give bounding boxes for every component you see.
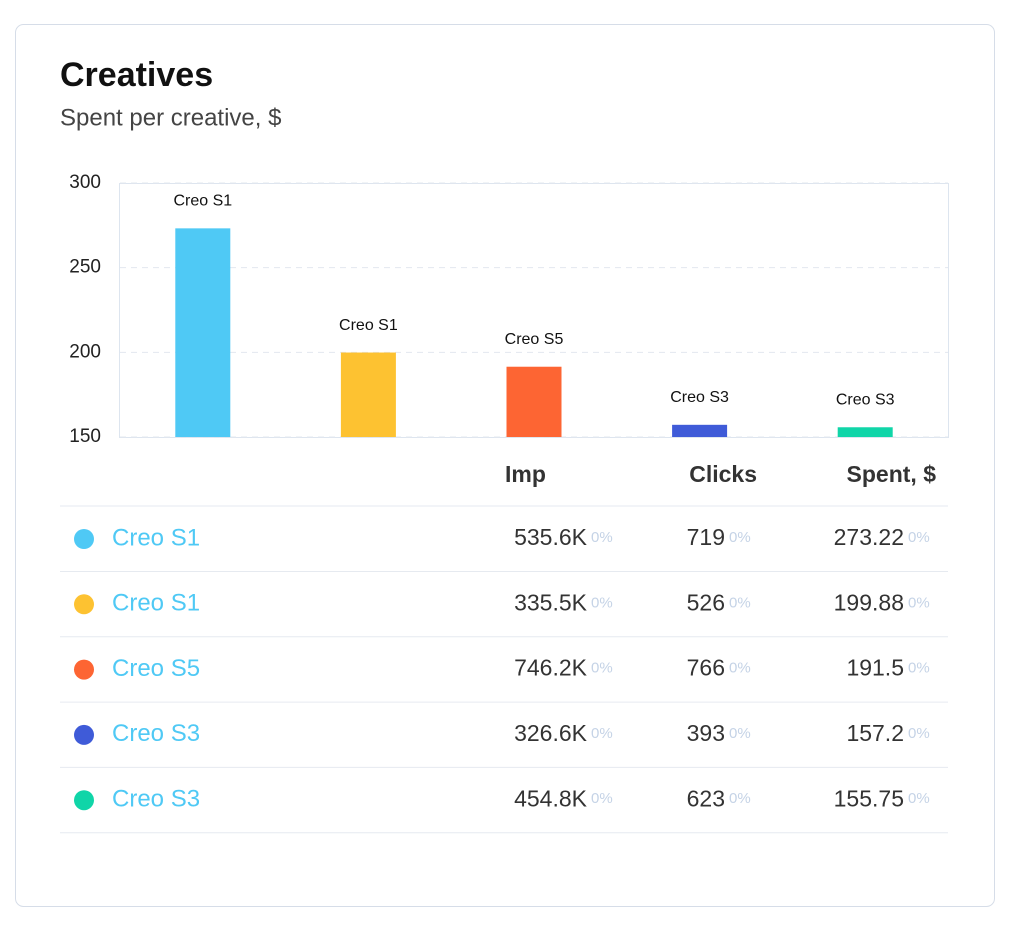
creative-name: Creo S1: [112, 524, 200, 551]
creative-name: Creo S3: [112, 720, 200, 747]
metric-value: 157.2: [846, 720, 904, 746]
metric-value: 393: [687, 720, 725, 746]
y-tick-label: 200: [69, 341, 101, 362]
metric-value: 526: [687, 589, 725, 615]
bar-label: Creo S1: [339, 317, 398, 334]
metric-change: 0%: [591, 529, 613, 546]
bar: [175, 228, 231, 437]
metric-value: 623: [687, 785, 725, 811]
column-header: Clicks: [689, 461, 757, 487]
y-tick-label: 150: [69, 426, 101, 447]
metric-change: 0%: [591, 660, 613, 677]
metric-value: 454.8K: [514, 785, 588, 811]
metric-change: 0%: [908, 660, 930, 677]
bar: [506, 366, 562, 437]
plot-frame: [119, 183, 949, 438]
metric-change: 0%: [729, 725, 751, 742]
bar-label: Creo S3: [836, 391, 895, 408]
metric-value: 535.6K: [514, 524, 588, 550]
column-header: Spent, $: [847, 461, 937, 487]
metric-value: 155.75: [834, 785, 904, 811]
metric-change: 0%: [591, 725, 613, 742]
metric-value: 199.88: [834, 589, 904, 615]
y-tick-label: 250: [69, 257, 101, 278]
column-header: Imp: [505, 461, 546, 487]
metric-value: 191.5: [846, 655, 904, 681]
metric-value: 719: [687, 524, 725, 550]
bar-label: Creo S5: [505, 331, 564, 348]
creative-name: Creo S3: [112, 786, 200, 813]
chart-title: Creatives: [60, 56, 213, 94]
metric-change: 0%: [591, 594, 613, 611]
metric-change: 0%: [591, 790, 613, 807]
bar: [837, 427, 893, 437]
metric-value: 746.2K: [514, 655, 588, 681]
y-tick-label: 300: [69, 172, 101, 193]
legend-dot: [74, 529, 94, 549]
metric-change: 0%: [908, 594, 930, 611]
metric-value: 273.22: [834, 524, 904, 550]
creative-name: Creo S5: [112, 655, 200, 682]
metric-change: 0%: [908, 529, 930, 546]
bar-label: Creo S3: [670, 389, 729, 406]
metric-change: 0%: [908, 790, 930, 807]
metric-change: 0%: [729, 660, 751, 677]
bar: [340, 352, 396, 437]
legend-dot: [74, 790, 94, 811]
bar-label: Creo S1: [173, 193, 232, 210]
metric-change: 0%: [729, 790, 751, 807]
card: [15, 24, 995, 907]
metric-value: 766: [687, 655, 725, 681]
legend-dot: [74, 594, 94, 615]
metric-value: 326.6K: [514, 720, 588, 746]
legend-dot: [74, 724, 94, 745]
metric-change: 0%: [908, 725, 930, 742]
chart-subtitle: Spent per creative, $: [60, 104, 281, 131]
metric-change: 0%: [729, 594, 751, 611]
metric-value: 335.5K: [514, 589, 588, 615]
metric-change: 0%: [729, 529, 751, 546]
bar: [672, 424, 728, 437]
creative-name: Creo S1: [112, 590, 200, 617]
legend-dot: [74, 659, 94, 680]
